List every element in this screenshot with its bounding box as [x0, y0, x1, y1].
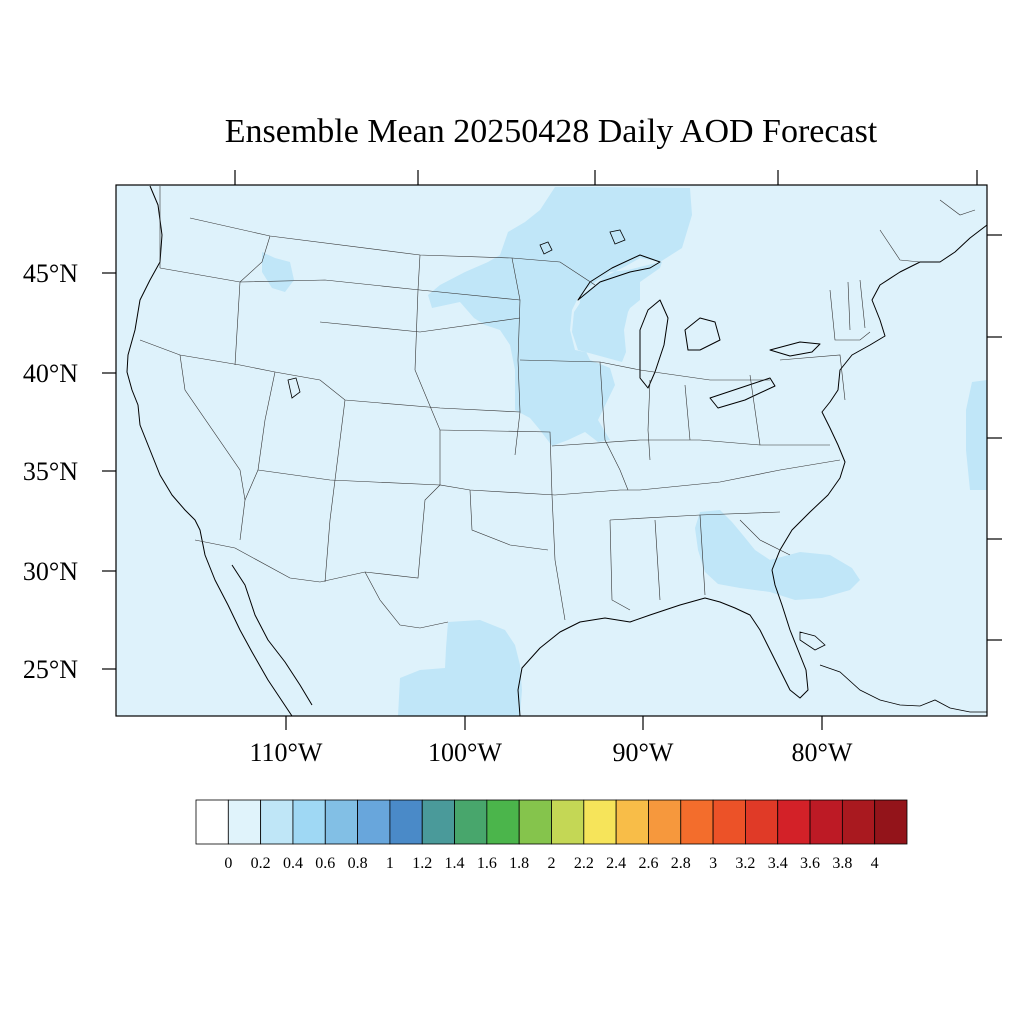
aod-region-wisconsin	[572, 270, 640, 362]
colorbar-label: 2	[548, 855, 556, 872]
colorbar-swatch	[777, 799, 811, 845]
state-boundary-lines	[139, 186, 976, 629]
latitude-labels: 45°N 40°N 35°N 30°N 25°N	[23, 259, 78, 684]
colorbar-label: 0	[224, 855, 232, 872]
colorbar-swatch	[260, 799, 294, 845]
colorbar-swatch	[712, 799, 746, 845]
colorbar-swatch	[809, 799, 843, 845]
colorbar-swatch	[874, 799, 908, 845]
colorbar-swatch	[583, 799, 617, 845]
lon-label: 100°W	[428, 738, 502, 767]
colorbar-label: 1.2	[412, 855, 432, 872]
colorbar-label: 1.4	[445, 855, 465, 872]
lat-label: 25°N	[23, 655, 78, 684]
aod-colorbar-labels: 0 0.2 0.4 0.6 0.8 1 1.2 1.4 1.6 1.8 2 2.2 2.4 2.6 2.8 3…	[224, 855, 878, 872]
colorbar-swatch	[680, 799, 714, 845]
colorbar-swatch	[551, 799, 585, 845]
colorbar-label: 4	[871, 855, 879, 872]
colorbar-label: 2.2	[574, 855, 594, 872]
island-outlines	[287, 229, 987, 713]
colorbar-label: 2.6	[638, 855, 658, 872]
colorbar-label: 0.6	[315, 855, 335, 872]
lon-label: 90°W	[613, 738, 674, 767]
lat-label: 30°N	[23, 557, 78, 586]
colorbar-label: 2.8	[671, 855, 691, 872]
aod-region-idaho-small	[262, 252, 294, 292]
colorbar-swatch	[648, 799, 682, 845]
colorbar-label: 1	[386, 855, 394, 872]
colorbar-label: 2.4	[606, 855, 626, 872]
colorbar-swatch	[615, 799, 649, 845]
axis-tick-marks	[102, 170, 1002, 730]
colorbar-swatch	[745, 799, 779, 845]
colorbar-swatch	[486, 799, 520, 845]
colorbar-label: 0.4	[283, 855, 303, 872]
colorbar-swatch	[421, 799, 455, 845]
colorbar-label: 3.6	[800, 855, 820, 872]
colorbar-label: 3	[709, 855, 717, 872]
colorbar-swatch	[454, 799, 488, 845]
lon-label: 110°W	[250, 738, 323, 767]
longitude-labels: 110°W 100°W 90°W 80°W	[250, 738, 853, 767]
map-title: Ensemble Mean 20250428 Daily AOD Forecas…	[225, 113, 878, 150]
colorbar-label: 1.8	[509, 855, 529, 872]
colorbar-swatch	[389, 799, 423, 845]
colorbar-swatch	[292, 799, 326, 845]
lat-label: 40°N	[23, 359, 78, 388]
map-frame	[115, 184, 988, 717]
enhanced-aod-regions	[262, 187, 987, 716]
aod-region-upper-midwest	[428, 187, 692, 446]
aod-region-southeast-georgia-offshore	[695, 510, 860, 600]
colorbar-swatch	[227, 799, 262, 845]
colorbar-swatch	[324, 799, 358, 845]
lat-label: 35°N	[23, 457, 78, 486]
colorbar-label: 0.8	[348, 855, 368, 872]
lon-label: 80°W	[792, 738, 853, 767]
aod-region-south-texas-mexico	[398, 620, 522, 716]
colorbar-label: 3.4	[768, 855, 788, 872]
colorbar-swatch	[518, 799, 552, 845]
colorbar-label: 3.8	[832, 855, 852, 872]
colorbar-swatch	[357, 799, 391, 845]
lat-label: 45°N	[23, 259, 78, 288]
colorbar-swatch	[841, 799, 876, 845]
colorbar-swatch	[195, 799, 229, 845]
aod-region-atlantic-east-edge	[966, 380, 987, 490]
colorbar-label: 0.2	[251, 855, 271, 872]
colorbar-label: 3.2	[735, 855, 755, 872]
colorbar-label: 1.6	[477, 855, 497, 872]
aod-colorbar	[195, 799, 908, 845]
